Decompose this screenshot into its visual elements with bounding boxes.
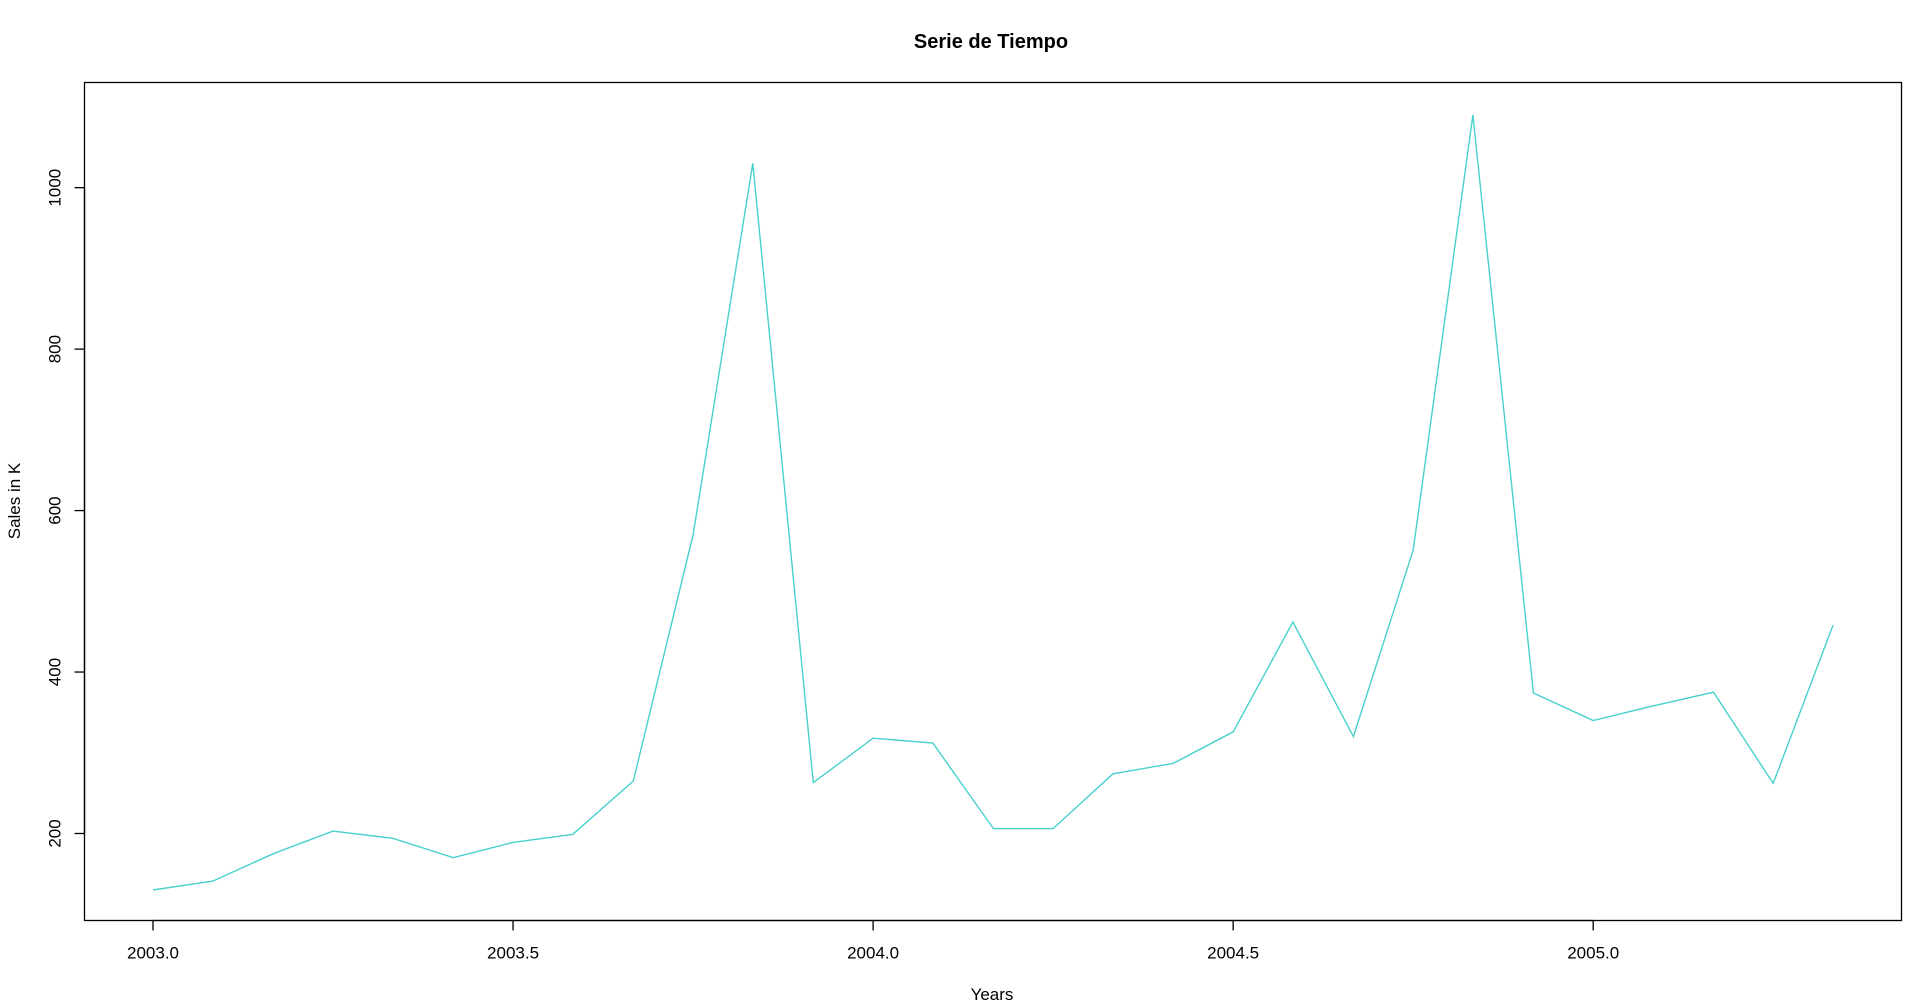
x-axis-title: Years — [971, 985, 1014, 1004]
x-axis: 2003.0 2003.5 2004.0 2004.5 2005.0 — [127, 919, 1619, 963]
y-axis-title: Sales in K — [5, 462, 24, 539]
y-tick-label: 600 — [46, 496, 65, 524]
chart-title: Serie de Tiempo — [914, 31, 1068, 53]
y-axis: 200 400 600 800 1000 — [46, 169, 86, 848]
x-tick-label: 2005.0 — [1567, 944, 1619, 963]
x-tick-label: 2003.0 — [127, 944, 179, 963]
y-tick-label: 200 — [46, 819, 65, 847]
x-tick-label: 2003.5 — [487, 944, 539, 963]
x-tick-label: 2004.0 — [847, 944, 899, 963]
series-layer — [152, 114, 1834, 891]
series-line — [152, 114, 1834, 891]
y-tick-label: 800 — [46, 335, 65, 363]
y-tick-label: 400 — [46, 658, 65, 686]
x-tick-label: 2004.5 — [1207, 944, 1259, 963]
y-tick-label: 1000 — [46, 169, 65, 207]
